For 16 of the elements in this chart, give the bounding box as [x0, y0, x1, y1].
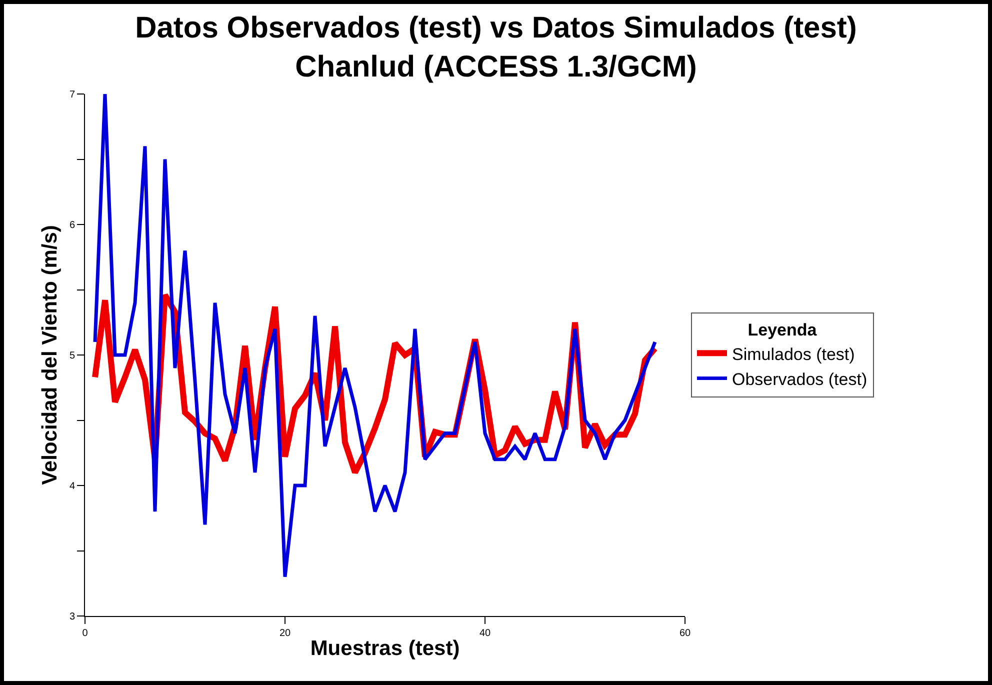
y-tick-label: 3 [69, 612, 76, 622]
y-tick-label: 7 [69, 90, 76, 100]
y-tick-label: 5 [69, 350, 76, 362]
y-tick-label: 6 [69, 220, 76, 231]
x-tick-label: 0 [82, 628, 88, 639]
x-tick-label: 20 [279, 628, 291, 639]
x-axis-title: Muestras (test) [310, 637, 460, 660]
line-series [93, 94, 657, 579]
y-tick-label: 4 [69, 481, 76, 492]
y-axis-title: Velocidad del Viento (m/s) [38, 225, 62, 485]
legend-label: Observados (test) [732, 370, 868, 389]
x-tick-label: 40 [479, 628, 491, 639]
chart-title: Datos Observados (test) vs Datos Simulados (test) Chanlud (ACCESS 1.3/GCM) [135, 12, 857, 84]
legend-label: Simulados (test) [732, 344, 855, 364]
legend-title: Leyenda [748, 320, 818, 340]
x-tick-label: 60 [679, 628, 691, 639]
